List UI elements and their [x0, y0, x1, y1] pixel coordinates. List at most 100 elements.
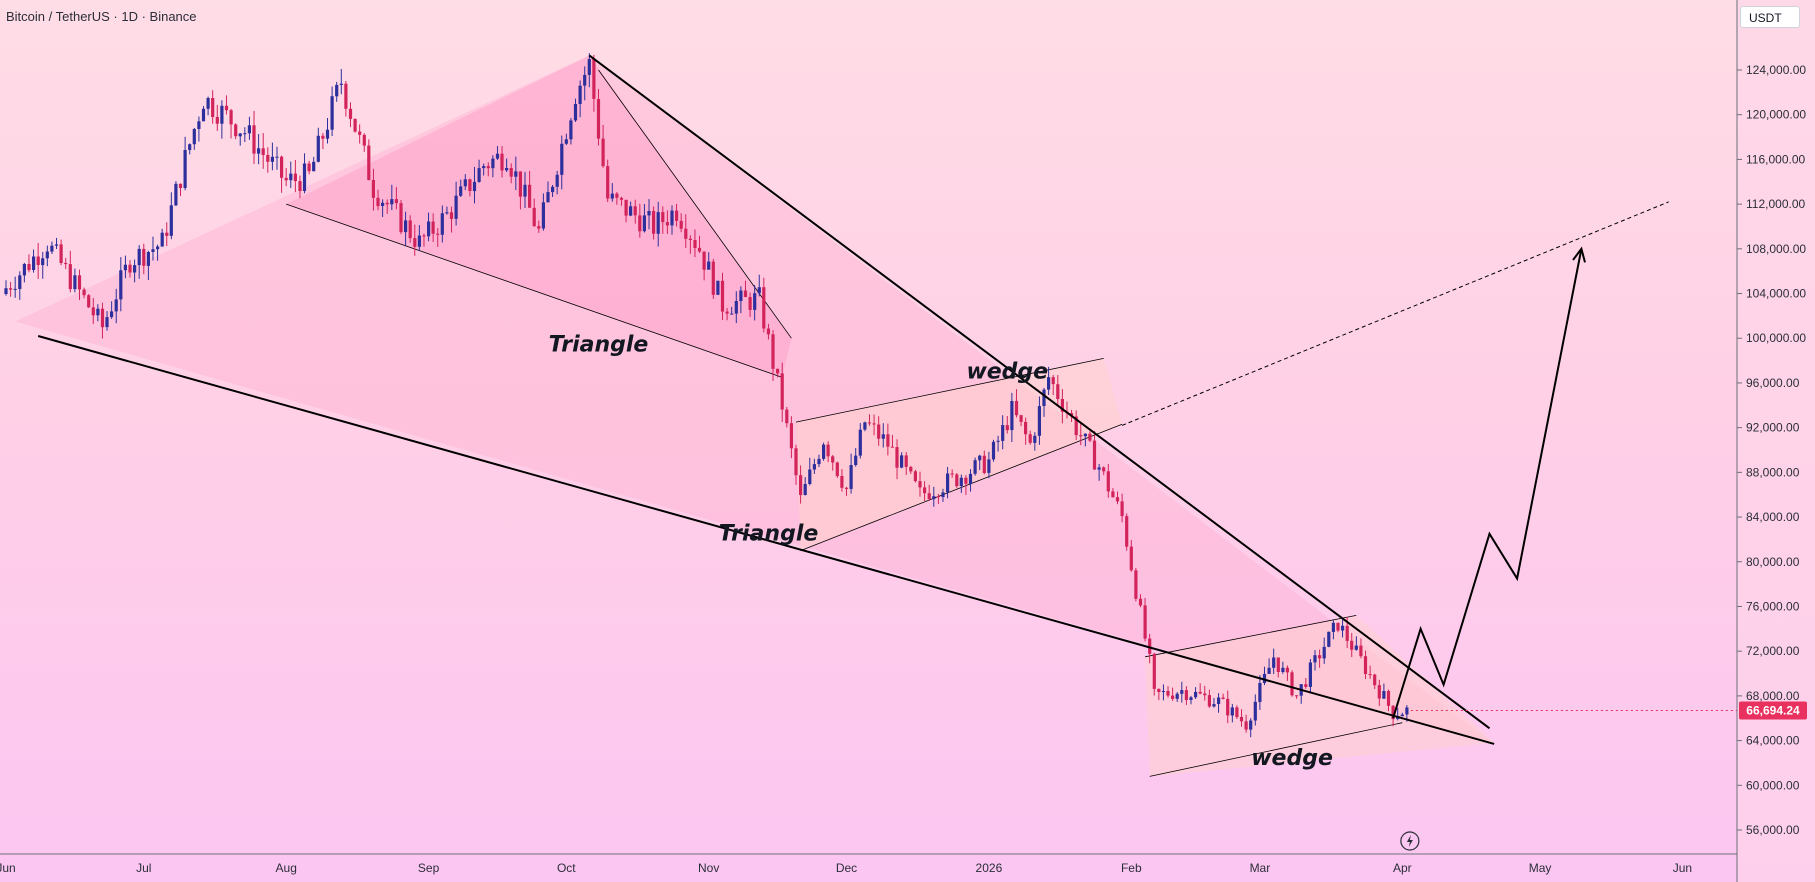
up-candle	[1047, 377, 1051, 390]
down-candle	[413, 238, 417, 247]
up-candle	[541, 202, 545, 229]
down-candle	[904, 455, 908, 467]
up-candle	[1180, 690, 1184, 694]
down-candle	[661, 212, 665, 223]
down-candle	[1235, 707, 1239, 718]
down-candle	[1285, 667, 1289, 673]
up-candle	[477, 168, 481, 182]
up-candle	[881, 434, 885, 439]
down-candle	[436, 233, 440, 235]
down-candle	[601, 138, 605, 167]
up-candle	[54, 244, 59, 246]
down-candle	[955, 474, 959, 487]
up-candle	[1400, 714, 1404, 717]
up-candle	[183, 150, 187, 188]
up-candle	[110, 311, 114, 318]
down-candle	[964, 477, 968, 484]
down-candle	[886, 434, 890, 447]
down-candle	[1060, 399, 1064, 412]
y-tick-label: 60,000.00	[1746, 778, 1800, 792]
down-candle	[468, 179, 472, 191]
down-candle	[1138, 598, 1143, 606]
up-candle	[739, 290, 743, 301]
up-candle	[491, 158, 495, 169]
up-candle	[968, 473, 973, 484]
down-candle	[1345, 625, 1349, 641]
down-candle	[785, 409, 789, 424]
x-tick-label: Nov	[698, 861, 719, 875]
up-candle	[1037, 406, 1041, 436]
down-candle	[766, 328, 770, 335]
upper-trendline[interactable]	[588, 54, 1491, 730]
down-candle	[895, 447, 899, 468]
up-candle	[670, 210, 674, 226]
x-tick-label: Jul	[136, 861, 151, 875]
down-candle	[344, 83, 348, 109]
projection-arrowhead	[1572, 246, 1586, 263]
y-tick-label: 68,000.00	[1746, 689, 1800, 703]
up-candle	[1382, 691, 1386, 699]
up-candle	[270, 156, 274, 162]
y-tick-label: 120,000.00	[1746, 108, 1806, 122]
down-candle	[743, 290, 748, 297]
up-candle	[390, 199, 394, 205]
up-candle	[114, 299, 118, 312]
currency-selector[interactable]: USDT	[1740, 6, 1800, 28]
down-candle	[1304, 684, 1308, 687]
down-candle	[77, 275, 82, 290]
up-candle	[1272, 657, 1276, 668]
up-candle	[275, 156, 279, 158]
down-candle	[684, 228, 688, 239]
up-candle	[427, 221, 431, 237]
down-candle	[936, 496, 940, 498]
up-candle	[381, 202, 385, 206]
up-candle	[1189, 697, 1193, 700]
down-candle	[1051, 377, 1055, 385]
up-candle	[1308, 662, 1312, 687]
up-candle	[642, 215, 646, 232]
x-tick-label: Sep	[418, 861, 440, 875]
up-candle	[610, 193, 614, 199]
up-candle	[707, 261, 711, 270]
projection-line[interactable]	[1121, 201, 1669, 426]
up-candle	[133, 265, 137, 273]
up-candle	[1033, 435, 1037, 443]
down-candle	[408, 220, 412, 239]
down-candle	[1244, 721, 1248, 730]
down-candle	[831, 456, 835, 463]
down-candle	[615, 193, 619, 198]
y-tick-label: 76,000.00	[1746, 600, 1800, 614]
down-candle	[298, 181, 302, 191]
lightning-icon[interactable]	[1400, 831, 1420, 851]
y-tick-label: 96,000.00	[1746, 376, 1800, 390]
wedge-upper-line	[795, 358, 1104, 423]
up-candle	[578, 85, 582, 104]
down-candle	[619, 197, 624, 200]
down-candle	[697, 247, 702, 252]
down-candle	[165, 232, 169, 236]
up-candle	[523, 184, 527, 197]
up-candle	[900, 455, 904, 468]
up-candle	[1194, 691, 1198, 698]
up-candle	[1322, 646, 1326, 659]
up-candle	[1313, 655, 1317, 663]
down-candle	[1102, 467, 1106, 472]
lightning-bolt-glyph	[1406, 835, 1413, 847]
down-candle	[1005, 425, 1009, 431]
lower-trendline[interactable]	[37, 335, 1495, 745]
up-candle	[991, 441, 996, 460]
up-candle	[1010, 401, 1014, 431]
down-candle	[128, 264, 132, 273]
up-candle	[4, 288, 8, 294]
triangle-lower-line	[286, 203, 783, 378]
down-candle	[376, 197, 380, 207]
down-candle	[918, 481, 922, 488]
up-candle	[146, 252, 150, 266]
down-candle	[652, 211, 656, 234]
down-candle	[909, 467, 913, 472]
up-candle	[463, 179, 467, 187]
projected-path[interactable]	[1392, 248, 1583, 719]
down-candle	[835, 462, 839, 477]
up-candle	[1175, 693, 1179, 699]
